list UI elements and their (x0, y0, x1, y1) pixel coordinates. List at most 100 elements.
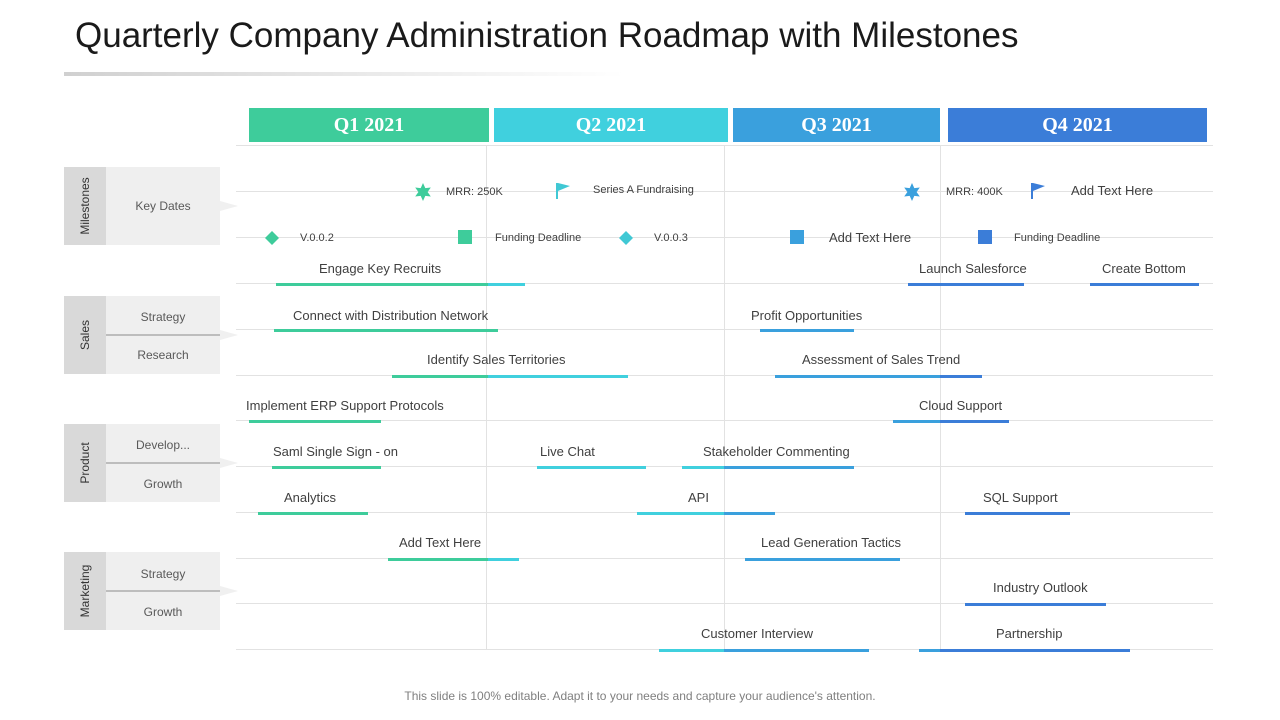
task-bar (392, 375, 488, 378)
category-sales: Sales (64, 296, 106, 374)
task-bar (760, 329, 854, 332)
task-bar (745, 558, 900, 561)
task-label: Profit Opportunities (751, 308, 863, 323)
task-label: Industry Outlook (993, 580, 1088, 595)
task-bar (272, 466, 381, 469)
category-product: Product (64, 424, 106, 502)
category-marketing: Marketing (64, 552, 106, 630)
subcategory-growth: Growth (143, 477, 183, 491)
category-label: Sales (78, 319, 92, 351)
subcategory-research: Research (137, 348, 189, 362)
category-arrow (220, 586, 238, 596)
subcategory-divider (106, 462, 220, 464)
quarter-header-q1: Q1 2021 (249, 108, 489, 142)
quarter-label: Q4 2021 (1042, 113, 1113, 136)
milestone-label: Add Text Here (1071, 183, 1154, 198)
category-label: Marketing (78, 564, 92, 618)
milestone-label: MRR: 400K (946, 186, 1003, 198)
milestone-label: Funding Deadline (1014, 232, 1101, 244)
task-label: Identify Sales Territories (427, 352, 566, 367)
category-arrow (220, 330, 238, 340)
category-arrow (220, 458, 238, 468)
milestone-label: Add Text Here (829, 230, 912, 245)
task-bar (724, 466, 854, 469)
subcategory-divider (106, 334, 220, 336)
category-label: Milestones (78, 177, 92, 235)
diamond-icon (265, 231, 279, 245)
task-bar (908, 283, 1024, 286)
star-icon (415, 183, 431, 201)
quarter-divider (940, 145, 941, 650)
quarter-label: Q3 2021 (801, 113, 872, 136)
task-bar (488, 558, 519, 561)
milestone-label: V.0.0.3 (654, 232, 688, 244)
footer-note: This slide is 100% editable. Adapt it to… (404, 689, 876, 703)
task-bar (940, 375, 982, 378)
square-icon (978, 230, 992, 244)
task-label: Assessment of Sales Trend (802, 352, 961, 367)
subcategory-divider (106, 590, 220, 592)
subcategory-strategy: Strategy (140, 567, 186, 581)
category-milestones: Milestones (64, 167, 106, 245)
task-bar (724, 649, 869, 652)
category-arrow (220, 201, 238, 211)
task-bar (388, 558, 488, 561)
task-bar (488, 283, 525, 286)
task-bar (940, 420, 1009, 423)
task-label: Add Text Here (399, 535, 482, 550)
milestone-label: MRR: 250K (446, 186, 503, 198)
task-label: Connect with Distribution Network (293, 308, 489, 323)
task-bar (659, 649, 724, 652)
title-underline (64, 72, 624, 76)
task-label: Implement ERP Support Protocols (246, 398, 444, 413)
task-label: Saml Single Sign - on (273, 444, 399, 459)
task-label: Partnership (996, 626, 1063, 641)
quarter-header-q3: Q3 2021 (733, 108, 940, 142)
task-label: Customer Interview (701, 626, 813, 641)
square-icon (458, 230, 472, 244)
subcategory-strategy: Strategy (140, 310, 186, 324)
task-bar (682, 466, 724, 469)
task-label: Stakeholder Commenting (703, 444, 850, 459)
task-label: Launch Salesforce (919, 261, 1027, 276)
task-bar (249, 420, 381, 423)
task-label: Engage Key Recruits (319, 261, 442, 276)
task-bar (893, 420, 940, 423)
task-bar (488, 375, 628, 378)
subcategory-box (106, 167, 220, 245)
task-bar (1090, 283, 1199, 286)
task-label: SQL Support (983, 490, 1058, 505)
milestone-label: Series A Fundraising (593, 184, 694, 196)
milestone-label: V.0.0.2 (300, 232, 334, 244)
task-bar (724, 512, 775, 515)
task-label: Analytics (284, 490, 337, 505)
task-label: Cloud Support (919, 398, 1003, 413)
quarter-label: Q1 2021 (333, 113, 405, 136)
task-label: Lead Generation Tactics (761, 535, 901, 550)
task-label: Live Chat (540, 444, 595, 459)
star-icon (904, 183, 920, 201)
task-bar (919, 649, 940, 652)
task-label: API (688, 490, 709, 505)
subcategory-growth: Growth (143, 605, 183, 619)
flag-icon (556, 183, 570, 199)
quarter-divider (486, 145, 487, 650)
task-bar (637, 512, 724, 515)
task-bar (775, 375, 940, 378)
quarter-header-q4: Q4 2021 (948, 108, 1207, 142)
task-bar (965, 603, 1106, 606)
category-label: Product (78, 442, 92, 484)
task-bar (537, 466, 646, 469)
square-icon (790, 230, 804, 244)
task-bar (276, 283, 488, 286)
quarter-header-q2: Q2 2021 (494, 108, 728, 142)
task-label: Create Bottom (1102, 261, 1186, 276)
quarter-label: Q2 2021 (575, 113, 647, 136)
quarter-divider (724, 145, 725, 650)
page-title: Quarterly Company Administration Roadmap… (75, 16, 1019, 55)
task-bar (940, 649, 1130, 652)
flag-icon (1031, 183, 1045, 199)
subcategory-key-dates: Key Dates (135, 199, 191, 213)
task-bar (965, 512, 1070, 515)
subcategory-develop: Develop... (135, 438, 191, 452)
